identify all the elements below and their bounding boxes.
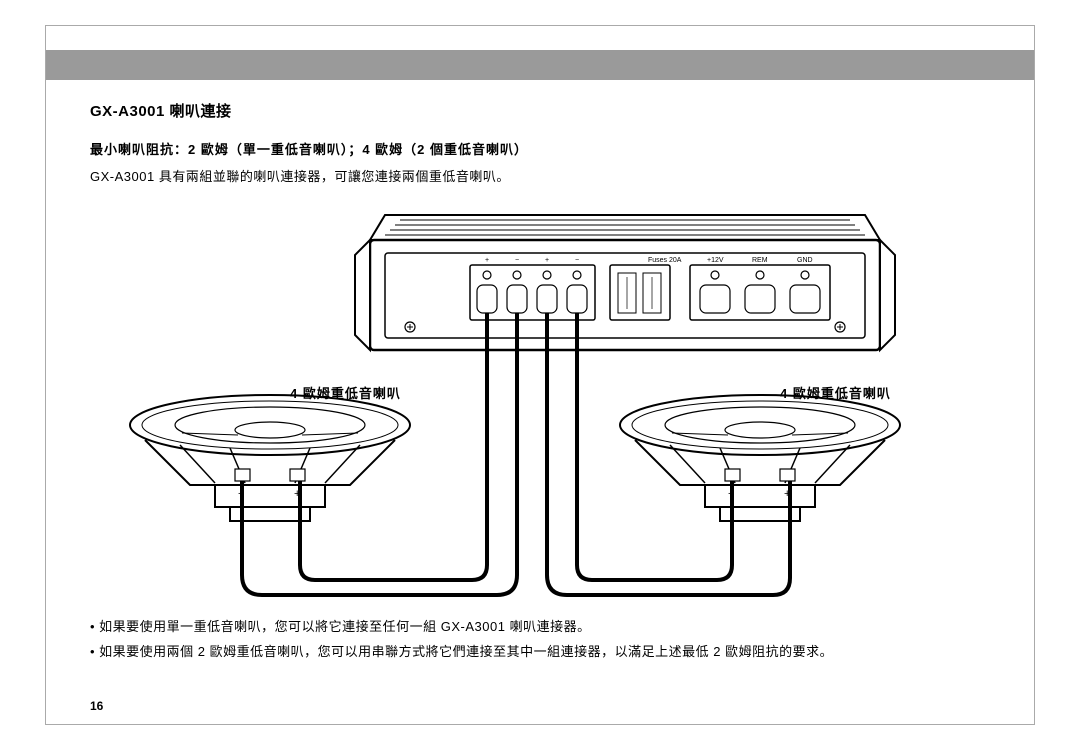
terminal-plus-2: + [545,257,549,264]
subwoofer-right-icon: − + [620,395,900,521]
terminal-minus-2: − [575,257,579,264]
bullet-list: • 如果要使用單一重低音喇叭，您可以將它連接至任何一組 GX-A3001 喇叭連… [90,615,990,664]
terminal-plus-1: + [485,257,489,264]
bullet-2: • 如果要使用兩個 2 歐姆重低音喇叭，您可以用串聯方式將它們連接至其中一組連接… [90,640,990,665]
terminal-minus-1: − [515,257,519,264]
power-12v-label: +12V [707,257,724,264]
wiring-diagram: + − + − Fuses 20A [90,205,960,605]
section-title: GX-A3001 喇叭連接 [90,100,990,121]
amplifier-icon: + − + − Fuses 20A [355,215,895,350]
power-rem-label: REM [752,257,768,264]
page-number: 16 [90,699,103,713]
impedance-spec: 最小喇叭阻抗：2 歐姆（單一重低音喇叭）；4 歐姆（2 個重低音喇叭） [90,139,990,158]
header-gray-bar [46,50,1034,80]
subwoofer-label-right: 4 歐姆重低音喇叭 [780,383,891,402]
subwoofer-left-icon: − + [130,395,410,521]
diagram-svg: + − + − Fuses 20A [90,205,960,605]
content-area: GX-A3001 喇叭連接 最小喇叭阻抗：2 歐姆（單一重低音喇叭）；4 歐姆（… [90,100,990,664]
power-gnd-label: GND [797,257,813,264]
bullet-1: • 如果要使用單一重低音喇叭，您可以將它連接至任何一組 GX-A3001 喇叭連… [90,615,990,640]
subwoofer-label-left: 4 歐姆重低音喇叭 [290,383,401,402]
fuses-label: Fuses 20A [648,257,682,264]
intro-text: GX-A3001 具有兩組並聯的喇叭連接器，可讓您連接兩個重低音喇叭。 [90,166,990,185]
